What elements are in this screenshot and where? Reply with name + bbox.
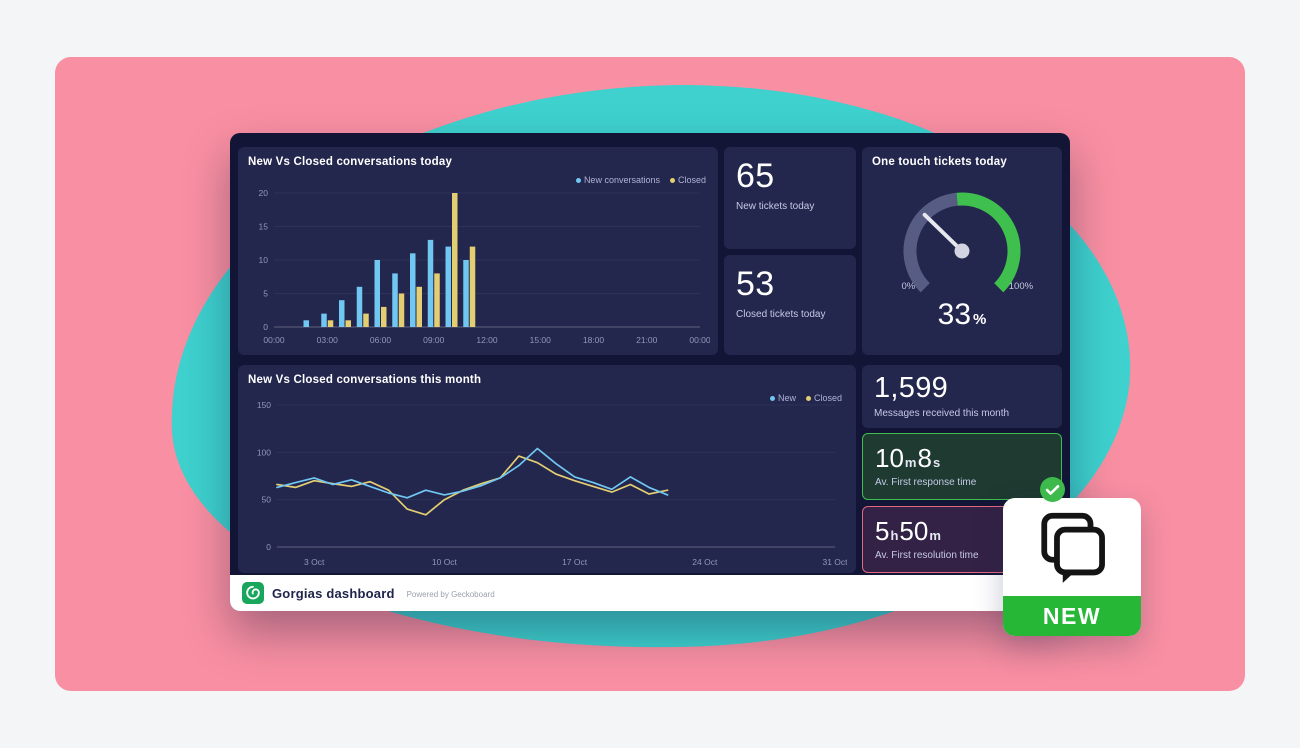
- stat-value: 65: [736, 157, 775, 195]
- panel-first-response-time: 10m8s Av. First response time: [862, 433, 1062, 500]
- gauge-unit: %: [973, 311, 987, 328]
- stat-label: Closed tickets today: [736, 308, 826, 320]
- legend-label: Closed: [813, 393, 842, 403]
- stat-label: New tickets today: [736, 200, 815, 212]
- stat-value: 1,599: [874, 372, 949, 404]
- svg-text:15:00: 15:00: [530, 335, 552, 345]
- panel-one-touch-gauge: One touch tickets today 0% 100% 33%: [862, 147, 1062, 355]
- svg-text:0: 0: [263, 322, 268, 332]
- gorgias-logo-icon: [242, 582, 264, 604]
- svg-text:18:00: 18:00: [583, 335, 605, 345]
- value-number: 5: [875, 516, 890, 546]
- svg-text:150: 150: [257, 400, 271, 410]
- gorgias-dashboard-window: New Vs Closed conversations today New co…: [230, 133, 1070, 611]
- legend-item: Closed: [805, 393, 842, 403]
- stat-value: 5h50m: [875, 518, 1049, 544]
- footer-brand: Gorgias dashboard: [272, 585, 395, 601]
- legend-item: New: [769, 393, 796, 403]
- svg-text:100: 100: [257, 447, 271, 457]
- svg-text:21:00: 21:00: [636, 335, 658, 345]
- svg-text:10: 10: [259, 255, 269, 265]
- chat-duplicate-icon: [1003, 498, 1141, 596]
- gauge-number: 33: [937, 298, 972, 331]
- stat-label: Messages received this month: [874, 407, 1010, 419]
- svg-text:17 Oct: 17 Oct: [562, 557, 588, 567]
- line-chart-svg: 0 50 100 150 3 Oct 10 Oct 17 Oct 24 Oct 31 Oct: [257, 400, 847, 567]
- gauge-svg: 0% 100%: [901, 192, 1034, 293]
- svg-text:00:00: 00:00: [263, 335, 285, 345]
- check-icon: [1040, 477, 1065, 502]
- legend-label: New: [777, 393, 796, 403]
- series-dot-new: [769, 395, 775, 401]
- value-number: 8: [917, 443, 932, 473]
- value-number: 50: [899, 516, 929, 546]
- panel-closed-tickets: 53 Closed tickets today: [724, 255, 856, 355]
- legend: New Closed: [769, 393, 842, 403]
- gauge-value: 33%: [862, 298, 1062, 332]
- dashboard-footer: Gorgias dashboard Powered by Geckoboard: [230, 575, 1070, 611]
- svg-text:09:00: 09:00: [423, 335, 445, 345]
- panel-title: New Vs Closed conversations this month: [248, 374, 482, 386]
- svg-text:3 Oct: 3 Oct: [304, 557, 325, 567]
- svg-text:00:00: 00:00: [689, 335, 710, 345]
- panel-conversations-month: New Vs Closed conversations this month N…: [238, 365, 856, 573]
- new-feature-card: NEW: [1003, 498, 1141, 636]
- svg-text:24 Oct: 24 Oct: [692, 557, 718, 567]
- value-unit: m: [904, 455, 917, 470]
- legend-label: New conversations: [583, 175, 660, 185]
- value-unit: h: [890, 528, 899, 543]
- bar-chart-svg: 0 5 10 15 20 00:00 03:00 06:00 09:00 12:00 15:00 18…: [259, 188, 710, 345]
- svg-text:0%: 0%: [901, 281, 915, 292]
- svg-text:5: 5: [263, 289, 268, 299]
- series-dot-new: [575, 177, 581, 183]
- panel-title: New Vs Closed conversations today: [248, 156, 453, 168]
- stat-label: Av. First response time: [875, 477, 977, 488]
- svg-text:10 Oct: 10 Oct: [432, 557, 458, 567]
- svg-text:06:00: 06:00: [370, 335, 392, 345]
- panel-new-tickets: 65 New tickets today: [724, 147, 856, 249]
- svg-text:31 Oct: 31 Oct: [822, 557, 847, 567]
- new-badge: NEW: [1003, 596, 1141, 636]
- svg-text:03:00: 03:00: [317, 335, 339, 345]
- legend: New conversations Closed: [575, 175, 706, 185]
- svg-text:50: 50: [262, 495, 272, 505]
- legend-item: New conversations: [575, 175, 660, 185]
- panel-title: One touch tickets today: [872, 156, 1007, 168]
- value-unit: m: [929, 528, 941, 543]
- svg-text:12:00: 12:00: [476, 335, 498, 345]
- value-number: 10: [875, 443, 904, 473]
- svg-text:20: 20: [259, 188, 269, 198]
- stat-label: Av. First resolution time: [875, 550, 979, 561]
- panel-messages-received: 1,599 Messages received this month: [862, 365, 1062, 428]
- panel-conversations-today: New Vs Closed conversations today New co…: [238, 147, 718, 355]
- stat-value: 10m8s: [875, 445, 1049, 471]
- legend-item: Closed: [669, 175, 706, 185]
- value-unit: s: [932, 455, 941, 470]
- legend-label: Closed: [677, 175, 706, 185]
- svg-text:0: 0: [266, 542, 271, 552]
- stat-value: 53: [736, 265, 775, 303]
- series-dot-closed: [805, 395, 811, 401]
- svg-text:100%: 100%: [1009, 281, 1034, 292]
- series-dot-closed: [669, 177, 675, 183]
- svg-text:15: 15: [259, 222, 269, 232]
- footer-powered-by: Powered by Geckoboard: [406, 590, 495, 599]
